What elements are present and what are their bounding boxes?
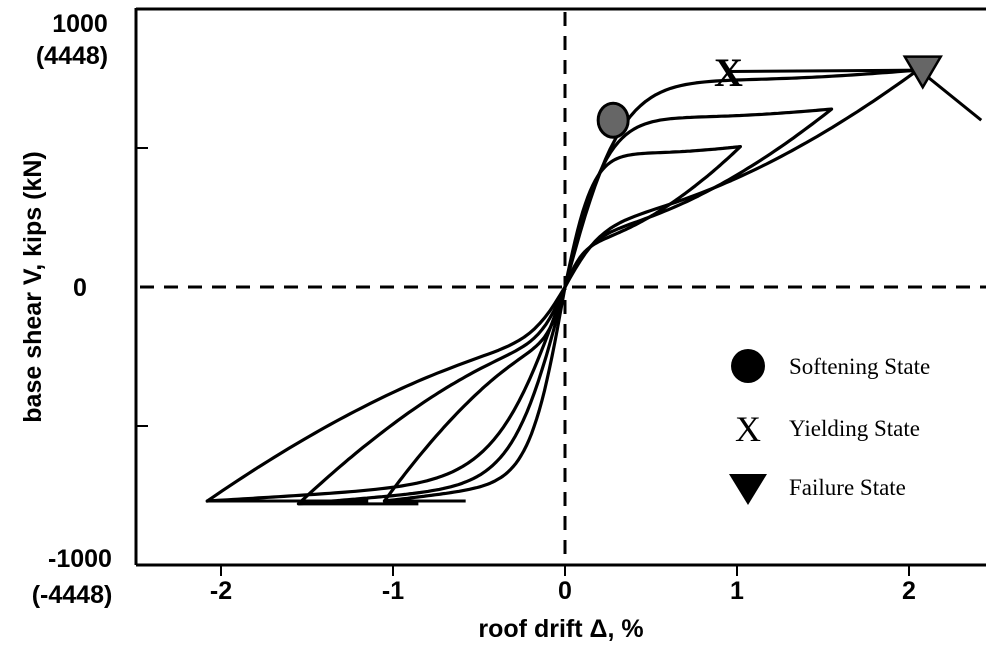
y-tick-label: 0 — [73, 274, 87, 302]
x-tick-label: -2 — [210, 577, 232, 605]
circle-marker — [596, 101, 630, 139]
x-axis-title: roof drift Δ, % — [478, 615, 643, 643]
legend-x-symbol: X — [735, 409, 761, 449]
envelope-tail-line — [918, 68, 983, 122]
legend-triangle-symbol — [729, 474, 767, 505]
y-axis-title: base shear V, kips (kN) — [19, 151, 47, 422]
x-tick-label: -1 — [382, 577, 404, 605]
y-axis-ticks: 1000 (4448) 0 -1000 (-4448) — [32, 10, 148, 609]
x-tick-label: 2 — [902, 577, 916, 605]
legend-label: Softening State — [789, 354, 930, 379]
legend-label: Yielding State — [789, 416, 920, 441]
loop-negative-branch — [205, 285, 567, 503]
state-markers: X — [596, 50, 943, 139]
legend-circle-symbol — [731, 349, 765, 383]
legend-label: Failure State — [789, 475, 906, 500]
x-axis-ticks: -2 -1 0 1 2 — [210, 565, 916, 605]
y-tick-sublabel: (-4448) — [32, 581, 113, 609]
triangle-down-marker — [902, 55, 943, 90]
loop-negative-branch — [382, 285, 567, 503]
legend: Softening State X Yielding State Failure St… — [729, 349, 930, 505]
y-tick-sublabel: (4448) — [36, 42, 108, 70]
y-tick-label: 1000 — [52, 10, 108, 38]
x-marker: X — [714, 50, 743, 95]
y-tick-label: -1000 — [48, 545, 112, 573]
x-tick-label: 1 — [730, 577, 744, 605]
loop-positive-branch — [563, 145, 742, 289]
loop-positive-branch — [563, 107, 834, 289]
x-tick-label: 0 — [558, 577, 572, 605]
loop-negative-branch — [296, 285, 567, 506]
pos-plateau-line — [728, 68, 920, 74]
